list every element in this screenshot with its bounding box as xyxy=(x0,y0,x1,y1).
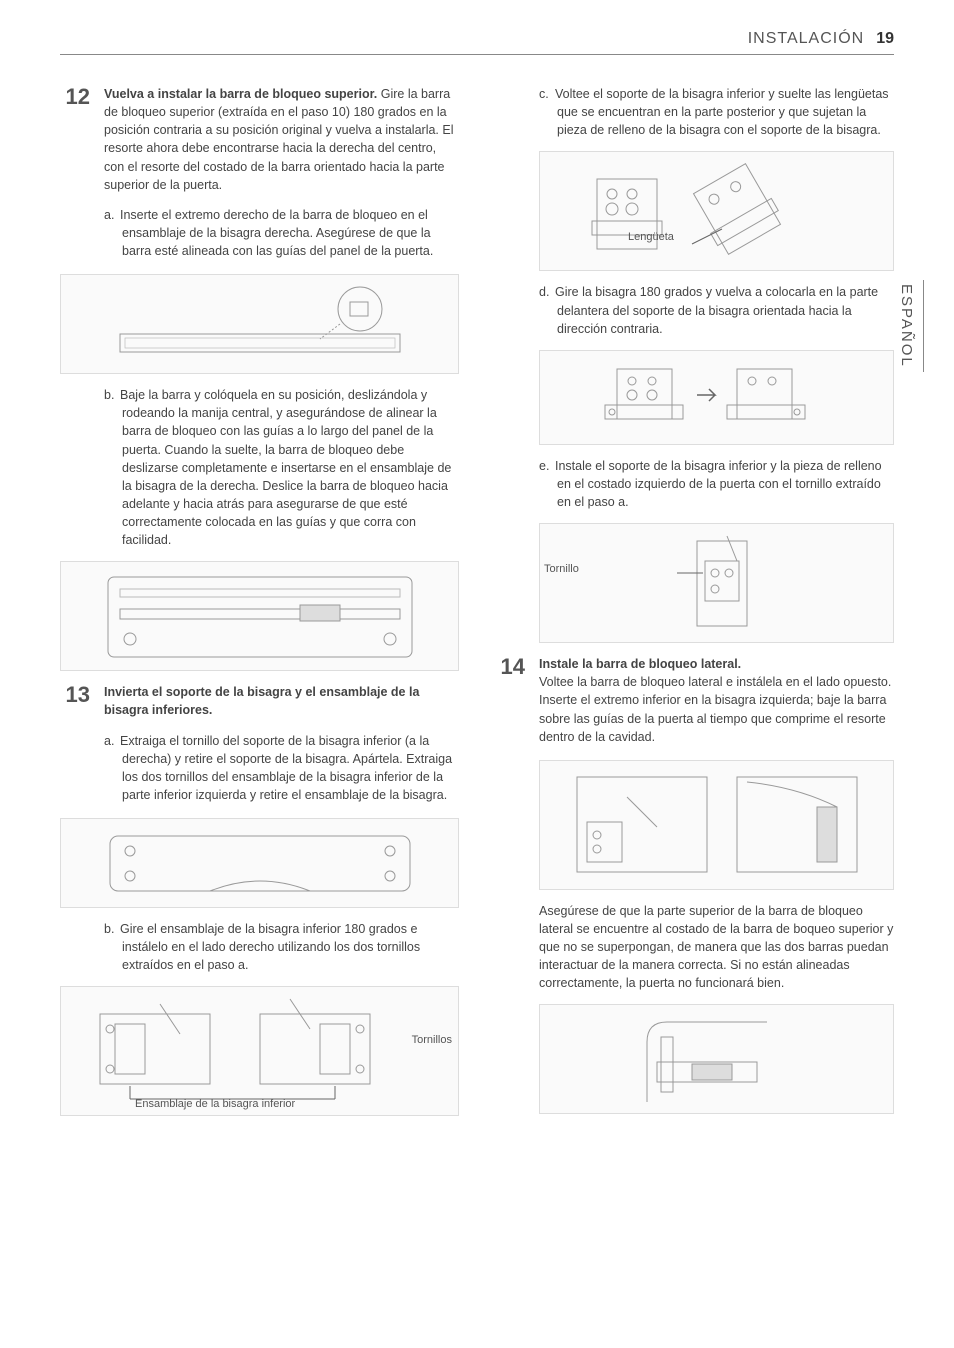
substep-letter: b. xyxy=(104,386,120,404)
diagram-icon xyxy=(587,159,847,264)
step-title: Invierta el soporte de la bisagra y el e… xyxy=(104,683,459,719)
step-body: Instale la barra de bloqueo lateral. Vol… xyxy=(539,655,894,746)
figure-13c: Lengüeta xyxy=(539,151,894,271)
substep-text: Inserte el extremo derecho de la barra d… xyxy=(120,208,433,258)
substep-13e-wrap: e.Instale el soporte de la bisagra infer… xyxy=(539,457,894,511)
page-number: 19 xyxy=(876,30,894,48)
figure-label-lengueta: Lengüeta xyxy=(628,230,674,246)
substep-text: Extraiga el tornillo del soporte de la b… xyxy=(120,734,452,802)
substep-13d-wrap: d.Gire la bisagra 180 grados y vuelva a … xyxy=(539,283,894,337)
figure-12b xyxy=(60,561,459,671)
diagram-icon xyxy=(567,767,867,882)
substep-text: Baje la barra y colóquela en su posición… xyxy=(120,388,451,547)
section-title: INSTALACIÓN xyxy=(748,30,865,48)
substep-13a: a.Extraiga el tornillo del soporte de la… xyxy=(104,732,459,805)
substep-letter: e. xyxy=(539,457,555,475)
step-14-para2: Asegúrese de que la parte superior de la… xyxy=(539,902,894,993)
step-number: 14 xyxy=(495,655,525,746)
figure-13d xyxy=(539,350,894,445)
substep-text: Voltee el soporte de la bisagra inferior… xyxy=(555,87,889,137)
substep-text: Gire el ensamblaje de la bisagra inferio… xyxy=(120,922,420,972)
page-header: INSTALACIÓN 19 xyxy=(60,30,894,55)
figure-label-tornillo: Tornillo xyxy=(544,562,579,578)
substep-letter: c. xyxy=(539,85,555,103)
substep-13b: b.Gire el ensamblaje de la bisagra infer… xyxy=(104,920,459,974)
substep-13c-wrap: c.Voltee el soporte de la bisagra inferi… xyxy=(539,85,894,139)
diagram-icon xyxy=(597,357,837,437)
diagram-icon xyxy=(110,284,410,364)
figure-13b: Tornillos Ensamblaje de la bisagra infer… xyxy=(60,986,459,1116)
diagram-icon xyxy=(100,826,420,901)
substep-letter: a. xyxy=(104,206,120,224)
substep-13b-wrap: b.Gire el ensamblaje de la bisagra infer… xyxy=(104,920,459,974)
figure-14a xyxy=(539,760,894,890)
substep-letter: b. xyxy=(104,920,120,938)
figure-14b xyxy=(539,1004,894,1114)
substep-text: Instale el soporte de la bisagra inferio… xyxy=(555,459,882,509)
step-title: Instale la barra de bloqueo lateral. xyxy=(539,655,894,673)
substep-13e: e.Instale el soporte de la bisagra infer… xyxy=(539,457,894,511)
substep-13d: d.Gire la bisagra 180 grados y vuelva a … xyxy=(539,283,894,337)
diagram-icon xyxy=(90,994,430,1109)
figure-13a xyxy=(60,818,459,908)
step-13: 13 Invierta el soporte de la bisagra y e… xyxy=(60,683,459,804)
substep-letter: d. xyxy=(539,283,555,301)
substep-text: Gire la bisagra 180 grados y vuelva a co… xyxy=(555,285,878,335)
figure-label-ensamblaje: Ensamblaje de la bisagra inferior xyxy=(135,1097,295,1113)
language-tab: ESPAÑOL xyxy=(898,280,924,372)
substep-12a: a.Inserte el extremo derecho de la barra… xyxy=(104,206,459,260)
figure-label-tornillos: Tornillos xyxy=(412,1033,452,1049)
step-intro: Gire la barra de bloqueo superior (extra… xyxy=(104,87,454,192)
right-column: c.Voltee el soporte de la bisagra inferi… xyxy=(495,85,894,1128)
step-number: 12 xyxy=(60,85,90,260)
step-12: 12 Vuelva a instalar la barra de bloqueo… xyxy=(60,85,459,260)
content-columns: 12 Vuelva a instalar la barra de bloqueo… xyxy=(60,85,894,1128)
diagram-icon xyxy=(100,569,420,664)
left-column: 12 Vuelva a instalar la barra de bloqueo… xyxy=(60,85,459,1128)
step-14: 14 Instale la barra de bloqueo lateral. … xyxy=(495,655,894,746)
figure-12a xyxy=(60,274,459,374)
substep-12b-wrap: b.Baje la barra y colóquela en su posici… xyxy=(104,386,459,549)
substep-letter: a. xyxy=(104,732,120,750)
figure-13e: Tornillo xyxy=(539,523,894,643)
diagram-icon xyxy=(637,531,797,636)
step-body: Vuelva a instalar la barra de bloqueo su… xyxy=(104,85,459,260)
step-number: 13 xyxy=(60,683,90,804)
diagram-icon xyxy=(637,1012,797,1107)
step-title: Vuelva a instalar la barra de bloqueo su… xyxy=(104,87,377,101)
step-intro: Voltee la barra de bloqueo lateral e ins… xyxy=(539,673,894,746)
step-body: Invierta el soporte de la bisagra y el e… xyxy=(104,683,459,804)
substep-12b: b.Baje la barra y colóquela en su posici… xyxy=(104,386,459,549)
substep-13c: c.Voltee el soporte de la bisagra inferi… xyxy=(539,85,894,139)
